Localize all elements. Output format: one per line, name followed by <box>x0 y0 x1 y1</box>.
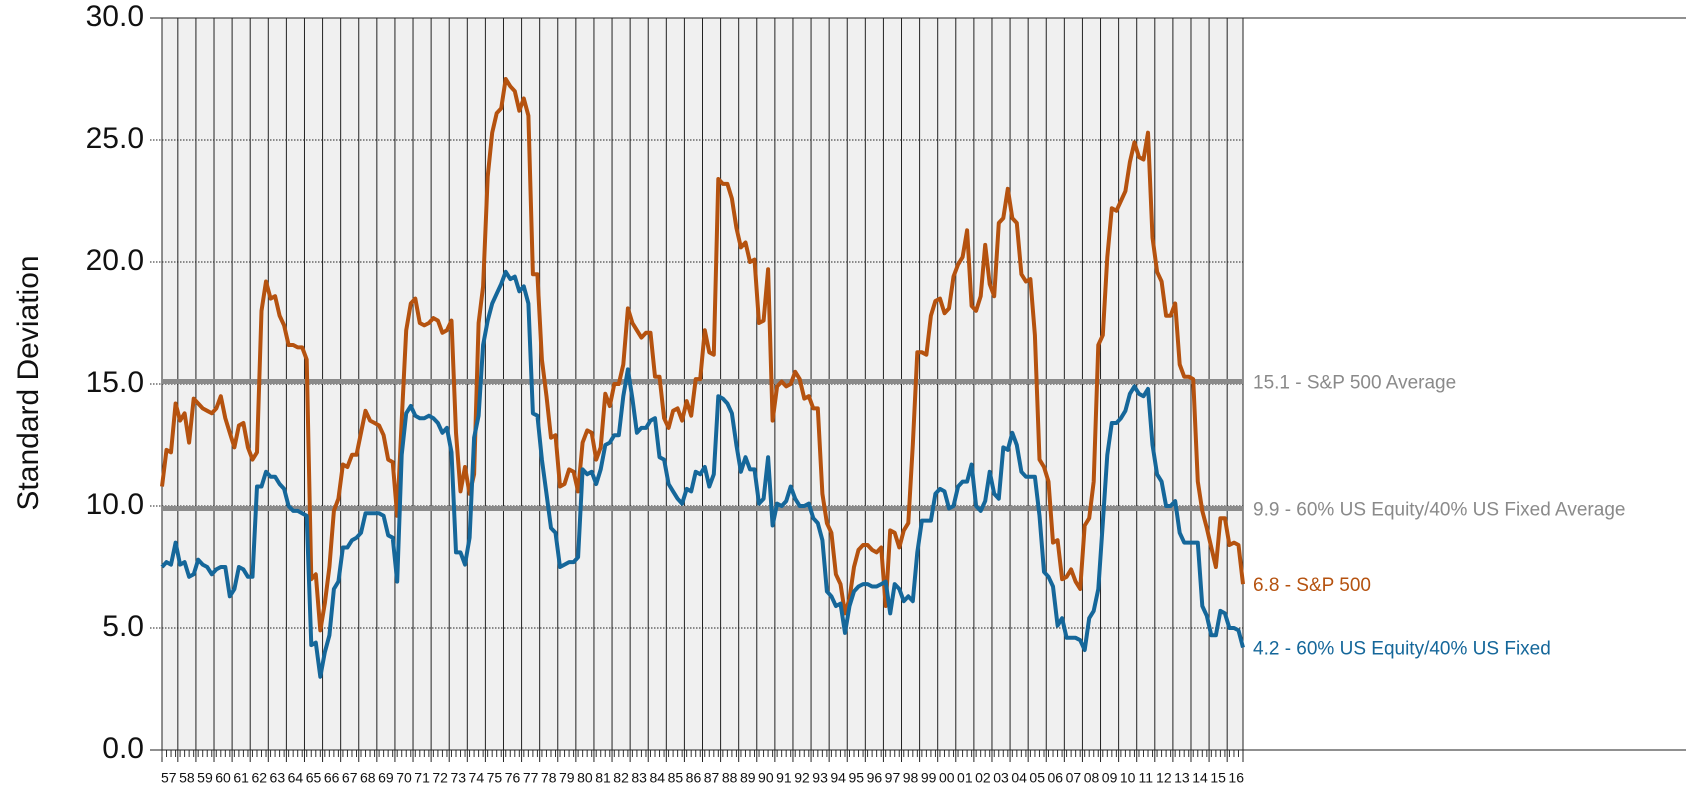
y-tick-label: 30.0 <box>86 0 144 33</box>
x-tick-label: 60 <box>215 770 231 786</box>
x-tick-label: 15 <box>1210 770 1226 786</box>
x-tick-label: 95 <box>848 770 864 786</box>
y-tick-label: 0.0 <box>102 732 144 765</box>
series-line <box>160 77 1245 633</box>
x-tick-label: 04 <box>1011 770 1027 786</box>
x-tick-label: 08 <box>1084 770 1100 786</box>
x-tick-label: 85 <box>668 770 684 786</box>
x-tick-label: 90 <box>758 770 774 786</box>
x-tick-label: 68 <box>360 770 376 786</box>
x-tick-label: 89 <box>740 770 756 786</box>
x-tick-label: 06 <box>1048 770 1064 786</box>
x-tick-label: 74 <box>469 770 485 786</box>
x-tick-label: 61 <box>233 770 249 786</box>
x-tick-label: 80 <box>577 770 593 786</box>
x-tick-label: 96 <box>867 770 883 786</box>
x-tick-label: 07 <box>1066 770 1082 786</box>
x-tick-label: 84 <box>649 770 665 786</box>
x-tick-label: 98 <box>903 770 919 786</box>
series-end-label: 6.8 - S&P 500 <box>1253 575 1371 596</box>
x-tick-label: 02 <box>975 770 991 786</box>
x-tick-label: 16 <box>1228 770 1244 786</box>
x-tick-label: 92 <box>794 770 810 786</box>
x-tick-label: 00 <box>939 770 955 786</box>
x-tick-label: 57 <box>161 770 177 786</box>
y-tick-label: 5.0 <box>102 610 144 643</box>
y-axis-title: Standard Deviation <box>12 255 45 510</box>
x-tick-label: 09 <box>1102 770 1118 786</box>
x-tick-label: 59 <box>197 770 213 786</box>
series-line <box>160 269 1245 679</box>
x-tick-label: 64 <box>288 770 304 786</box>
y-tick-label: 15.0 <box>86 366 144 399</box>
x-tick-label: 75 <box>487 770 503 786</box>
x-tick-label: 01 <box>957 770 973 786</box>
x-tick-label: 93 <box>812 770 828 786</box>
x-tick-label: 63 <box>270 770 286 786</box>
x-tick-label: 05 <box>1029 770 1045 786</box>
x-tick-label: 79 <box>559 770 575 786</box>
series-end-label: 4.2 - 60% US Equity/40% US Fixed <box>1253 639 1551 660</box>
x-tick-label: 76 <box>505 770 521 786</box>
x-tick-label: 12 <box>1156 770 1172 786</box>
x-tick-label: 71 <box>414 770 430 786</box>
x-tick-label: 13 <box>1174 770 1190 786</box>
x-tick-label: 87 <box>704 770 720 786</box>
x-tick-label: 62 <box>251 770 267 786</box>
x-tick-label: 03 <box>993 770 1009 786</box>
reference-label: 15.1 - S&P 500 Average <box>1253 373 1456 394</box>
x-tick-label: 65 <box>306 770 322 786</box>
reference-label: 9.9 - 60% US Equity/40% US Fixed Average <box>1253 499 1625 520</box>
y-tick-label: 25.0 <box>86 122 144 155</box>
x-tick-label: 67 <box>342 770 358 786</box>
x-tick-label: 70 <box>396 770 412 786</box>
x-tick-label: 83 <box>631 770 647 786</box>
x-tick-label: 73 <box>450 770 466 786</box>
x-tick-label: 14 <box>1192 770 1208 786</box>
x-tick-label: 86 <box>686 770 702 786</box>
x-tick-label: 99 <box>921 770 937 786</box>
x-tick-label: 82 <box>613 770 629 786</box>
x-tick-label: 91 <box>776 770 792 786</box>
x-tick-label: 81 <box>595 770 611 786</box>
x-tick-label: 94 <box>830 770 846 786</box>
x-tick-label: 77 <box>523 770 539 786</box>
x-tick-label: 97 <box>885 770 901 786</box>
x-tick-label: 58 <box>179 770 195 786</box>
x-tick-label: 69 <box>378 770 394 786</box>
y-tick-label: 20.0 <box>86 244 144 277</box>
x-tick-label: 88 <box>722 770 738 786</box>
x-tick-label: 72 <box>432 770 448 786</box>
x-tick-label: 10 <box>1120 770 1136 786</box>
x-tick-label: 66 <box>324 770 340 786</box>
x-tick-label: 78 <box>541 770 557 786</box>
x-tick-label: 11 <box>1138 770 1153 786</box>
y-tick-label: 10.0 <box>86 488 144 521</box>
